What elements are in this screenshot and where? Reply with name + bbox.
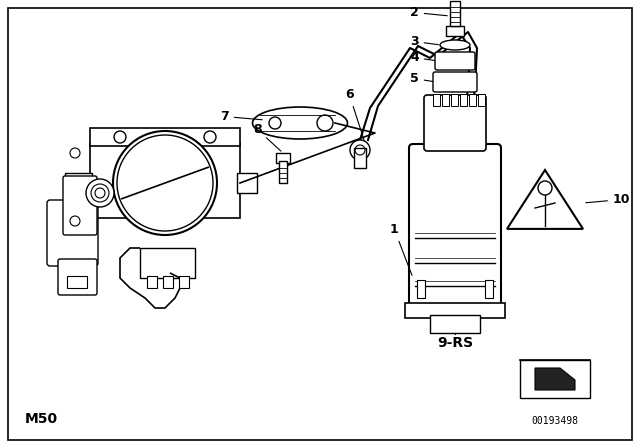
FancyBboxPatch shape [424, 95, 486, 151]
Text: 7: 7 [220, 110, 262, 123]
Bar [451, 94, 458, 106]
Bar [485, 280, 493, 298]
Circle shape [350, 140, 370, 160]
Circle shape [113, 131, 217, 235]
Bar [90, 128, 240, 146]
Text: 1: 1 [390, 223, 412, 276]
Bar [147, 276, 157, 288]
Bar [67, 276, 87, 288]
Bar [237, 173, 257, 193]
Circle shape [317, 115, 333, 131]
Circle shape [86, 179, 114, 207]
Text: 10: 10 [586, 193, 630, 206]
Bar [276, 153, 290, 163]
Bar [433, 94, 440, 106]
Bar [442, 94, 449, 106]
FancyBboxPatch shape [435, 52, 475, 70]
Bar [179, 276, 189, 288]
Circle shape [95, 188, 105, 198]
Bar [163, 276, 173, 288]
Text: 8: 8 [253, 123, 281, 151]
Circle shape [204, 131, 216, 143]
Text: 4: 4 [410, 51, 435, 64]
Text: 3: 3 [410, 35, 438, 48]
Text: 6: 6 [345, 88, 364, 140]
Text: 5: 5 [410, 72, 433, 85]
Text: 2: 2 [410, 6, 447, 19]
Bar [354, 148, 366, 168]
Bar [279, 161, 287, 183]
Bar [450, 1, 460, 26]
Bar [430, 315, 480, 333]
Circle shape [269, 117, 281, 129]
Bar [405, 303, 505, 318]
Circle shape [91, 184, 109, 202]
Polygon shape [507, 170, 583, 229]
Text: 00193498: 00193498 [531, 416, 579, 426]
FancyBboxPatch shape [433, 72, 477, 92]
Bar [460, 94, 467, 106]
FancyBboxPatch shape [47, 200, 98, 266]
Text: M50: M50 [25, 412, 58, 426]
Bar [90, 143, 240, 218]
Bar [478, 94, 485, 106]
FancyBboxPatch shape [409, 144, 501, 312]
Circle shape [70, 148, 80, 158]
Bar [140, 248, 195, 278]
Polygon shape [65, 173, 92, 228]
Bar [417, 280, 425, 298]
FancyBboxPatch shape [63, 176, 97, 235]
Bar [520, 360, 590, 398]
Text: 9-RS: 9-RS [437, 336, 473, 350]
Polygon shape [535, 368, 575, 390]
Bar [446, 26, 464, 36]
Bar [469, 94, 476, 106]
Circle shape [70, 216, 80, 226]
Circle shape [538, 181, 552, 195]
Ellipse shape [253, 107, 348, 139]
Circle shape [114, 131, 126, 143]
Ellipse shape [440, 40, 470, 50]
FancyBboxPatch shape [58, 259, 97, 295]
